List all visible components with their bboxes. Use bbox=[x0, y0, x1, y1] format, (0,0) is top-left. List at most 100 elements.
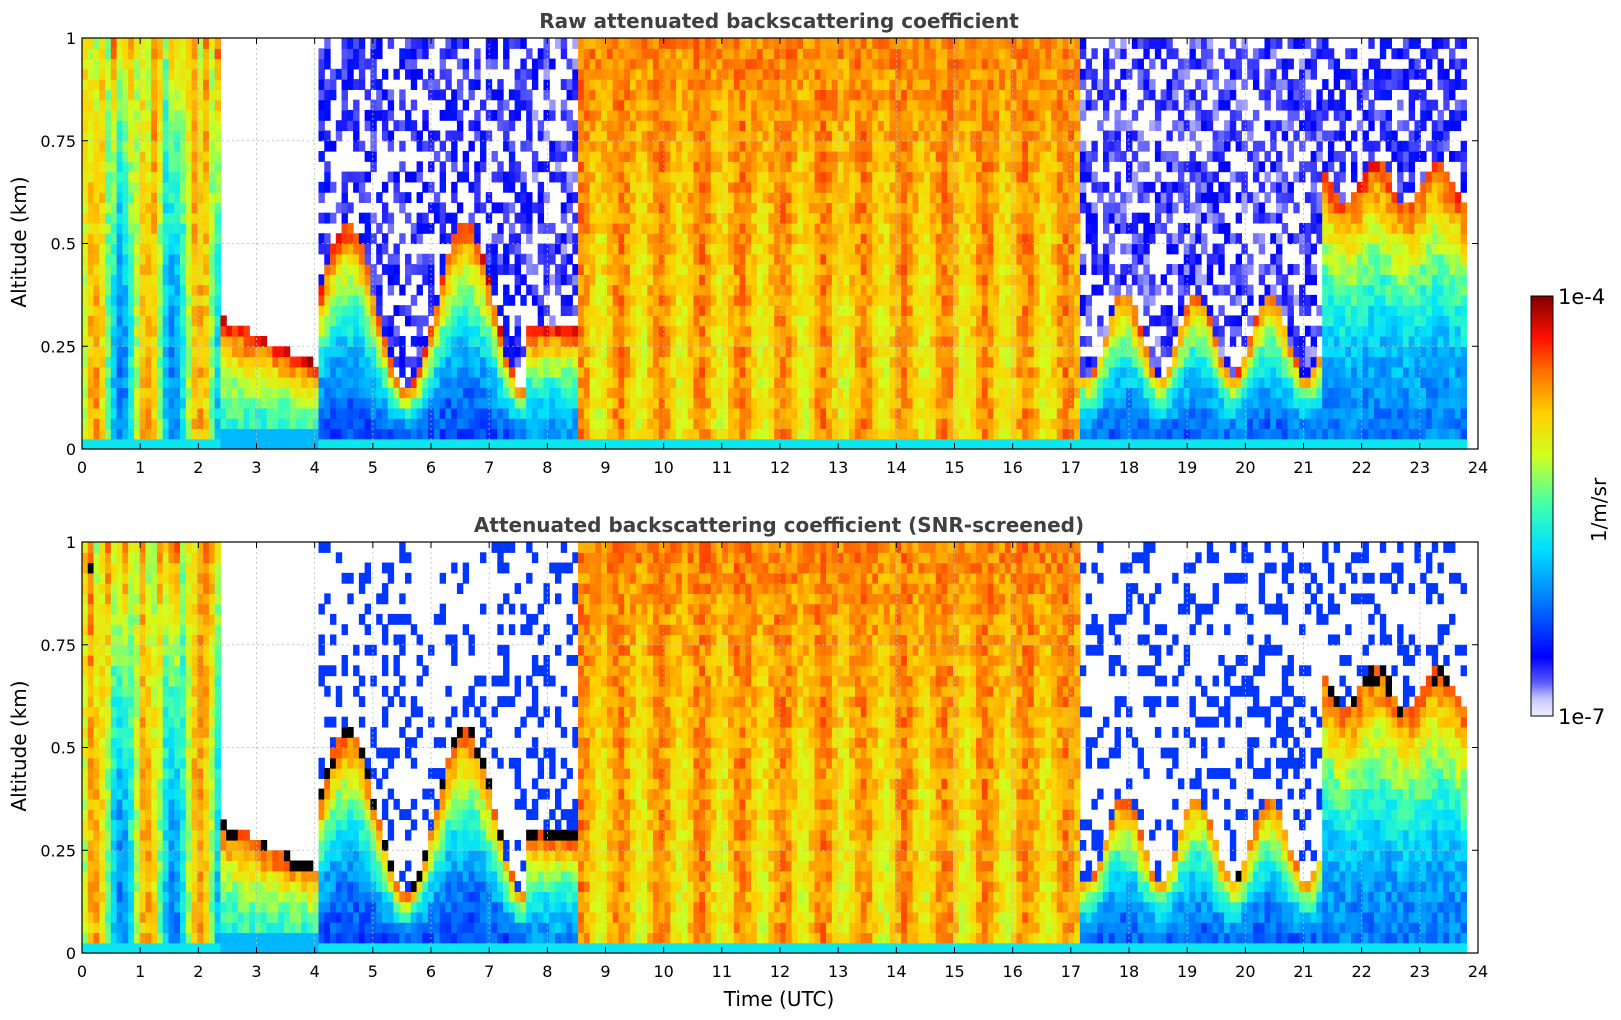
heatmap-cell bbox=[745, 120, 752, 132]
heatmap-cell bbox=[912, 418, 919, 430]
heatmap-cell bbox=[716, 222, 723, 234]
heatmap-cell bbox=[82, 120, 89, 132]
heatmap-cell bbox=[595, 181, 602, 193]
heatmap-cell bbox=[99, 222, 106, 234]
heatmap-cell bbox=[624, 377, 631, 388]
heatmap-cell bbox=[318, 366, 325, 378]
heatmap-cell bbox=[324, 130, 331, 142]
heatmap-cell bbox=[203, 438, 210, 450]
heatmap-cell bbox=[491, 346, 498, 358]
heatmap-cell bbox=[883, 202, 891, 214]
heatmap-cell bbox=[185, 79, 193, 90]
heatmap-cell bbox=[785, 253, 793, 265]
heatmap-cell bbox=[722, 233, 729, 245]
heatmap-cell bbox=[883, 140, 891, 152]
heatmap-cell bbox=[895, 233, 902, 245]
heatmap-cell bbox=[670, 140, 677, 152]
heatmap-cell bbox=[237, 407, 245, 419]
heatmap-cell bbox=[606, 79, 614, 90]
heatmap-cell bbox=[606, 161, 614, 173]
heatmap-cell bbox=[826, 397, 833, 409]
heatmap-cell bbox=[318, 377, 325, 388]
heatmap-cell bbox=[837, 294, 844, 306]
heatmap-cell bbox=[901, 212, 908, 224]
heatmap-cell bbox=[762, 109, 770, 121]
heatmap-cell bbox=[128, 192, 135, 204]
heatmap-cell bbox=[139, 407, 147, 419]
heatmap-cell bbox=[260, 335, 268, 347]
heatmap-cell bbox=[704, 356, 712, 368]
heatmap-cell bbox=[728, 130, 735, 142]
heatmap-cell bbox=[208, 68, 216, 80]
heatmap-cell bbox=[451, 181, 458, 193]
heatmap-cell bbox=[341, 171, 348, 183]
heatmap-cell bbox=[889, 109, 896, 121]
heatmap-cell bbox=[583, 99, 591, 111]
heatmap-cell bbox=[105, 284, 112, 296]
heatmap-cell bbox=[658, 387, 666, 399]
heatmap-cell bbox=[272, 418, 279, 430]
heatmap-cell bbox=[681, 356, 689, 368]
heatmap-cell bbox=[860, 79, 868, 90]
heatmap-cell bbox=[514, 284, 521, 296]
heatmap-cell bbox=[589, 120, 596, 132]
heatmap-cell bbox=[722, 161, 729, 173]
heatmap-cell bbox=[826, 325, 833, 337]
heatmap-cell bbox=[906, 407, 914, 419]
heatmap-cell bbox=[849, 38, 856, 49]
heatmap-cell bbox=[393, 274, 400, 286]
heatmap-cell bbox=[658, 68, 666, 80]
heatmap-cell bbox=[526, 253, 533, 265]
heatmap-cell bbox=[647, 58, 654, 70]
heatmap-cell bbox=[203, 161, 210, 173]
heatmap-cell bbox=[901, 89, 908, 101]
heatmap-cell bbox=[785, 418, 793, 430]
heatmap-cell bbox=[364, 366, 372, 378]
heatmap-cell bbox=[110, 305, 118, 317]
heatmap-cell bbox=[676, 335, 683, 347]
heatmap-cell bbox=[878, 346, 885, 358]
heatmap-cell bbox=[514, 346, 521, 358]
heatmap-cell bbox=[370, 79, 377, 90]
heatmap-cell bbox=[151, 397, 158, 409]
heatmap-cell bbox=[330, 407, 337, 419]
heatmap-cell bbox=[756, 192, 764, 204]
heatmap-cell bbox=[606, 264, 614, 275]
heatmap-cell bbox=[710, 192, 718, 204]
heatmap-cell bbox=[629, 315, 637, 327]
heatmap-cell bbox=[99, 38, 106, 49]
heatmap-cell bbox=[364, 356, 372, 368]
heatmap-cell bbox=[624, 38, 631, 49]
heatmap-cell bbox=[716, 192, 723, 204]
heatmap-cell bbox=[826, 140, 833, 152]
heatmap-cell bbox=[889, 438, 896, 450]
heatmap-cell bbox=[687, 222, 695, 234]
heatmap-cell bbox=[82, 335, 89, 347]
heatmap-cell bbox=[116, 264, 123, 275]
heatmap-cell bbox=[122, 315, 129, 327]
heatmap-cell bbox=[474, 171, 481, 183]
heatmap-cell bbox=[681, 407, 689, 419]
heatmap-cell bbox=[624, 181, 631, 193]
heatmap-cell bbox=[820, 58, 827, 70]
heatmap-cell bbox=[191, 151, 198, 162]
heatmap-cell bbox=[572, 407, 579, 419]
heatmap-cell bbox=[422, 109, 429, 121]
heatmap-cell bbox=[803, 243, 810, 255]
heatmap-cell bbox=[226, 325, 233, 337]
heatmap-cell bbox=[947, 79, 954, 90]
heatmap-cell bbox=[462, 38, 470, 49]
heatmap-cell bbox=[808, 253, 816, 265]
heatmap-cell bbox=[480, 140, 487, 152]
heatmap-cell bbox=[445, 151, 452, 162]
heatmap-cell bbox=[116, 366, 123, 378]
heatmap-cell bbox=[791, 120, 798, 132]
heatmap-cell bbox=[93, 109, 100, 121]
heatmap-cell bbox=[566, 377, 573, 388]
heatmap-cell bbox=[133, 274, 141, 286]
heatmap-cell bbox=[485, 387, 493, 399]
heatmap-cell bbox=[878, 305, 885, 317]
heatmap-cell bbox=[595, 305, 602, 317]
heatmap-cell bbox=[87, 38, 95, 49]
heatmap-cell bbox=[353, 377, 360, 388]
